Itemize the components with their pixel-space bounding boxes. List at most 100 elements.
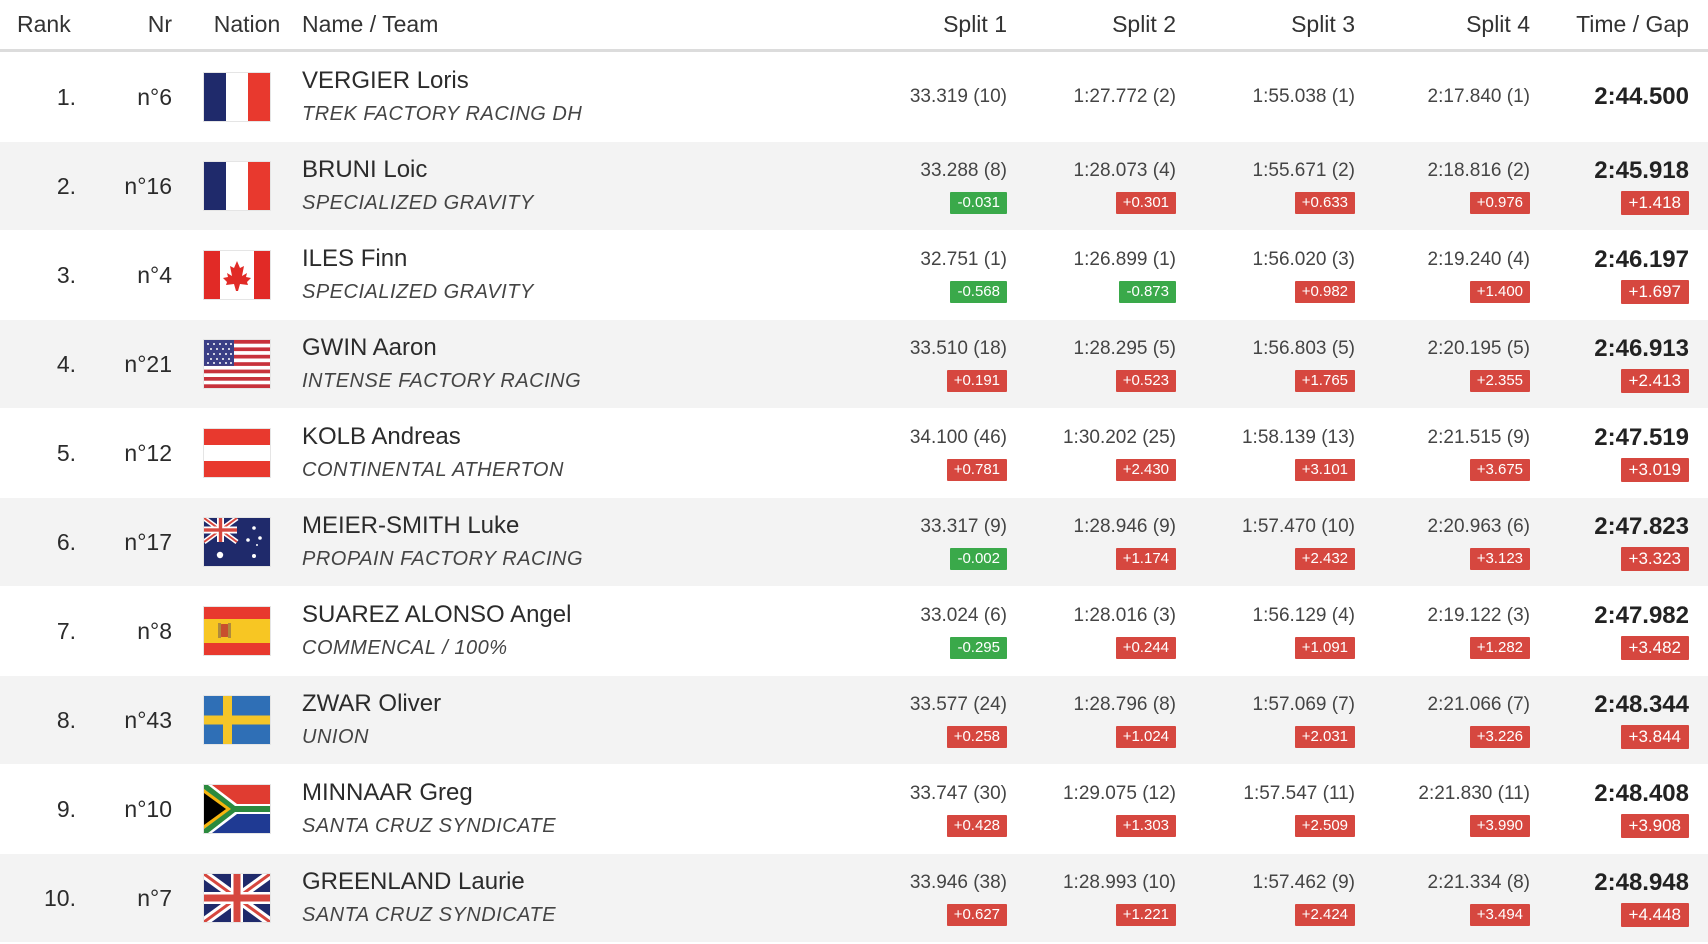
nation-cell [182,696,292,744]
split-3-cell: 1:57.470 (10) +2.432 [1176,515,1355,570]
nation-cell [182,162,292,210]
rider-name[interactable]: ILES Finn [302,245,408,272]
time-gap-cell: 2:46.913 +2.413 [1530,335,1699,393]
split-1-time: 34.100 (46) [909,426,1007,448]
split-4-cell: 2:19.122 (3) +1.282 [1355,604,1530,659]
australia-flag-icon [204,518,270,566]
rider-name[interactable]: MINNAAR Greg [302,779,473,806]
rider-name[interactable]: ZWAR Oliver [302,690,442,717]
table-row[interactable]: 4. n°21 GWIN Aaron INTENSE FACTORY RACIN… [0,319,1708,408]
rider-name[interactable]: VERGIER Loris [302,67,469,94]
header-name-team[interactable]: Name / Team [302,11,439,37]
nation-cell [182,607,292,655]
header-time-gap[interactable]: Time / Gap [1576,11,1689,37]
split-3-cell: 1:57.462 (9) +2.424 [1176,871,1355,926]
split-2-cell: 1:29.075 (12) +1.303 [1007,782,1176,837]
total-time: 2:45.918 [1594,157,1689,184]
rider-name[interactable]: BRUNI Loic [302,156,428,183]
split-1-cell: 33.024 (6) -0.295 [812,604,1007,659]
header-split-1[interactable]: Split 1 [943,11,1007,37]
nation-cell [182,874,292,922]
nation-cell [182,73,292,121]
table-row[interactable]: 9. n°10 MINNAAR Greg SANTA CRUZ SYNDICAT… [0,764,1708,853]
split-4-cell: 2:18.816 (2) +0.976 [1355,159,1530,214]
bib-number: n°21 [124,350,172,377]
table-row[interactable]: 7. n°8 SUAREZ ALONSO Angel COMMENCAL / 1… [0,586,1708,675]
total-time: 2:47.823 [1594,513,1689,540]
split-4-gap-badge: +3.675 [1469,458,1530,481]
split-3-gap-badge: +0.982 [1294,280,1355,303]
time-gap-cell: 2:46.197 +1.697 [1530,246,1699,304]
rank: 1. [56,83,76,110]
split-1-time: 33.510 (18) [909,337,1007,359]
split-2-time: 1:28.073 (4) [1073,159,1176,181]
split-1-cell: 32.751 (1) -0.568 [812,248,1007,303]
table-row[interactable]: 1. n°6 VERGIER Loris TREK FACTORY RACING… [0,52,1708,141]
header-split-3[interactable]: Split 3 [1291,11,1355,37]
split-2-gap-badge: +1.221 [1115,903,1176,926]
split-1-time: 33.319 (10) [909,86,1007,107]
split-4-time: 2:17.840 (1) [1427,86,1530,107]
total-gap-badge: +1.697 [1620,280,1689,304]
split-4-time: 2:19.240 (4) [1427,248,1530,270]
split-1-gap-badge: -0.002 [950,547,1007,570]
header-nation[interactable]: Nation [213,11,281,37]
split-3-time: 1:57.547 (11) [1243,782,1355,804]
split-2-cell: 1:28.993 (10) +1.221 [1007,871,1176,926]
split-2-gap-badge: +0.244 [1115,636,1176,659]
header-nr[interactable]: Nr [147,11,172,37]
table-row[interactable]: 8. n°43 ZWAR Oliver UNION 33.577 (24) +0.… [0,675,1708,764]
bib-number: n°4 [137,261,172,288]
rider-name[interactable]: GREENLAND Laurie [302,868,525,895]
total-gap-badge: +3.908 [1620,814,1689,838]
split-2-gap-badge: +0.301 [1115,191,1176,214]
team-name: PROPAIN FACTORY RACING [302,548,584,570]
table-row[interactable]: 10. n°7 GREENLAND Laurie SANTA CRUZ SYND… [0,853,1708,942]
rider-name[interactable]: MEIER-SMITH Luke [302,512,520,539]
split-3-cell: 1:56.129 (4) +1.091 [1176,604,1355,659]
split-3-gap-badge: +2.509 [1294,814,1355,837]
split-4-cell: 2:21.066 (7) +3.226 [1355,693,1530,748]
split-2-gap-badge: -0.873 [1119,280,1176,303]
split-3-time: 1:57.470 (10) [1241,515,1355,537]
table-row[interactable]: 5. n°12 KOLB Andreas CONTINENTAL ATHERTO… [0,408,1708,497]
total-time: 2:47.519 [1594,424,1689,451]
split-2-time: 1:28.016 (3) [1073,604,1176,626]
table-row[interactable]: 3. n°4 ILES Finn SPECIALIZED GRAVITY 32.… [0,230,1708,319]
name-team-cell: VERGIER Loris TREK FACTORY RACING DH [292,66,812,128]
time-gap-cell: 2:48.344 +3.844 [1530,691,1699,749]
split-2-cell: 1:30.202 (25) +2.430 [1007,426,1176,481]
bib-number: n°7 [137,884,172,911]
split-1-time: 33.288 (8) [920,159,1007,181]
split-2-cell: 1:28.016 (3) +0.244 [1007,604,1176,659]
split-2-gap-badge: +1.174 [1115,547,1176,570]
split-3-gap-badge: +1.765 [1294,369,1355,392]
split-4-gap-badge: +1.282 [1469,636,1530,659]
table-row[interactable]: 6. n°17 MEIER-SMITH Luke PROPAIN FACTORY… [0,497,1708,586]
total-gap-badge: +3.019 [1620,458,1689,482]
bib-number: n°17 [124,528,172,555]
split-1-gap-badge: -0.295 [950,636,1007,659]
split-3-cell: 1:56.020 (3) +0.982 [1176,248,1355,303]
rider-name[interactable]: KOLB Andreas [302,423,461,450]
split-4-time: 2:20.195 (5) [1427,337,1530,359]
team-name: TREK FACTORY RACING DH [302,103,583,125]
total-time: 2:46.197 [1594,246,1689,273]
rider-name[interactable]: SUAREZ ALONSO Angel [302,601,572,628]
rider-name[interactable]: GWIN Aaron [302,334,437,361]
header-split-4[interactable]: Split 4 [1466,11,1530,37]
split-1-gap-badge: +0.258 [946,725,1007,748]
usa-flag-icon [204,340,270,388]
split-3-cell: 1:55.671 (2) +0.633 [1176,159,1355,214]
time-gap-cell: 2:44.500 [1530,83,1699,111]
split-2-cell: 1:28.073 (4) +0.301 [1007,159,1176,214]
total-time: 2:44.500 [1594,83,1689,110]
split-3-cell: 1:56.803 (5) +1.765 [1176,337,1355,392]
split-1-cell: 33.510 (18) +0.191 [812,337,1007,392]
table-row[interactable]: 2. n°16 BRUNI Loic SPECIALIZED GRAVITY 3… [0,141,1708,230]
bib-number: n°6 [137,83,172,110]
split-1-cell: 33.319 (10) [812,85,1007,109]
header-split-2[interactable]: Split 2 [1112,11,1176,37]
split-4-cell: 2:21.830 (11) +3.990 [1355,782,1530,837]
header-rank[interactable]: Rank [17,11,71,37]
